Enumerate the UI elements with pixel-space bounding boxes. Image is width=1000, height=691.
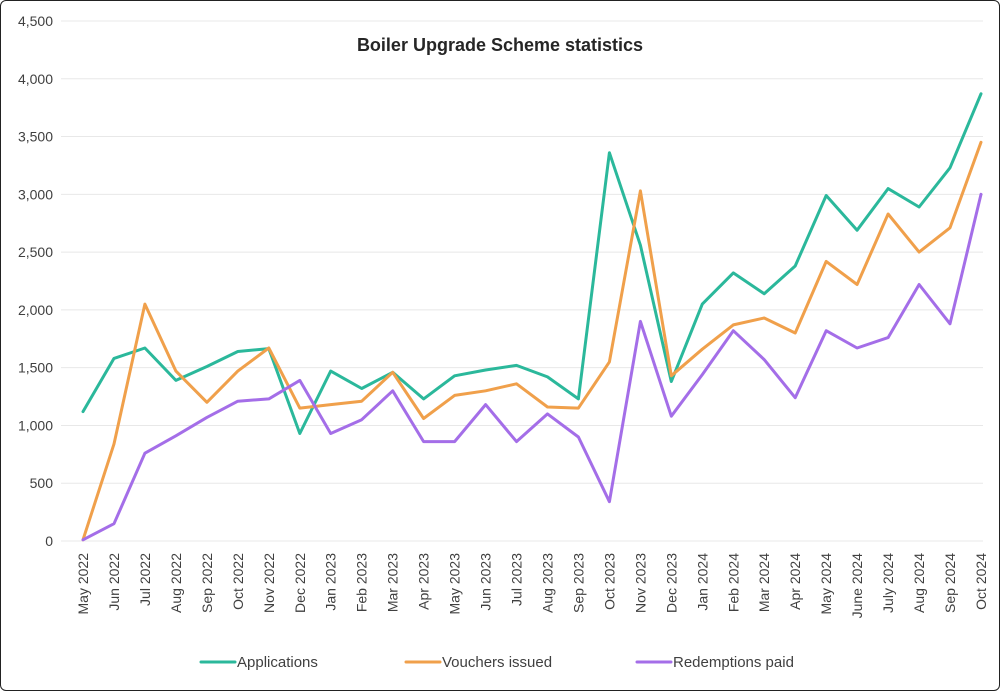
legend-label: Vouchers issued [442,654,552,671]
grid-lines [61,20,983,542]
x-tick-label: Aug 2024 [911,553,927,613]
x-tick-label: Oct 2022 [230,553,246,610]
x-tick-label: Apr 2023 [416,553,432,610]
y-tick-label: 500 [30,475,54,491]
x-tick-label: Aug 2023 [539,553,555,613]
legend: Applications Vouchers issued Redemptions p… [199,654,794,671]
x-axis-ticks: May 2022 Jun 2022 Jul 2022 Aug 2022 Sep 2022… [75,553,989,619]
y-tick-label: 2,500 [18,244,53,260]
x-tick-label: Feb 2024 [725,553,741,612]
y-tick-label: 4,500 [18,13,53,29]
y-tick-label: 2,000 [18,302,53,318]
x-tick-label: July 2024 [880,553,896,613]
x-tick-label: Jul 2023 [509,553,525,606]
y-tick-label: 4,000 [18,71,53,87]
x-tick-label: Mar 2024 [756,553,772,612]
y-tick-label: 0 [45,533,53,549]
chart-title: Boiler Upgrade Scheme statistics [357,35,643,55]
x-tick-label: Nov 2023 [632,553,648,613]
y-tick-label: 1,000 [18,417,53,433]
series-line-applications [81,92,983,435]
x-tick-label: Nov 2022 [261,553,277,613]
x-tick-label: Sep 2022 [199,553,215,613]
y-tick-label: 1,500 [18,360,53,376]
x-tick-label: Jul 2022 [137,553,153,606]
x-tick-label: Jun 2023 [478,553,494,611]
x-tick-label: Mar 2023 [385,553,401,612]
series-lines [81,92,983,542]
x-tick-label: Jan 2023 [323,553,339,611]
x-tick-label: May 2023 [447,553,463,615]
x-tick-label: May 2024 [818,553,834,615]
x-tick-label: Oct 2023 [601,553,617,610]
y-tick-label: 3,500 [18,129,53,145]
x-tick-label: Feb 2023 [354,553,370,612]
x-tick-label: May 2022 [75,553,91,615]
x-tick-label: Jan 2024 [694,553,710,611]
y-axis-ticks: 0 500 1,000 1,500 2,000 2,500 3,000 3,500 4,000 4… [18,13,53,549]
x-tick-label: Dec 2022 [292,553,308,613]
x-tick-label: Sep 2024 [942,553,958,613]
y-tick-label: 3,000 [18,186,53,202]
x-tick-label: Apr 2024 [787,553,803,610]
x-tick-label: Dec 2023 [663,553,679,613]
x-tick-label: June 2024 [849,553,865,619]
x-tick-label: Oct 2024 [973,553,989,610]
legend-label: Applications [237,654,318,671]
x-tick-label: Jun 2022 [106,553,122,611]
x-tick-label: Aug 2022 [168,553,184,613]
legend-label: Redemptions paid [673,654,794,671]
series-line-redemptions-paid [81,192,983,542]
x-tick-label: Sep 2023 [570,553,586,613]
series-line-vouchers-issued [81,140,983,542]
